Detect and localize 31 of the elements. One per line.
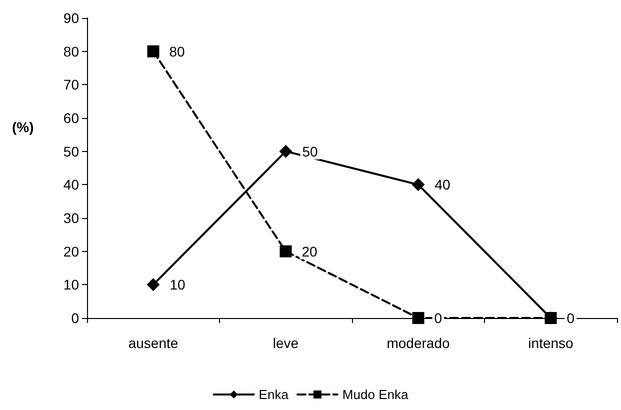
y-tick-label: 60: [63, 110, 80, 126]
legend-label: Mudo Enka: [342, 387, 409, 402]
data-label: 0: [434, 310, 442, 326]
y-tick-label: 20: [63, 243, 80, 260]
y-tick-label: 50: [63, 143, 80, 160]
data-label: 20: [302, 243, 318, 260]
legend-label: Enka: [258, 387, 290, 402]
point: [412, 178, 425, 192]
y-tick-label: 10: [63, 276, 80, 293]
point: [412, 312, 424, 324]
x-tick-label: moderado: [386, 335, 450, 351]
data-label: 0: [566, 310, 575, 326]
y-axis-title: (%): [12, 119, 34, 135]
data-label: 10: [170, 276, 186, 293]
data-label: 50: [302, 143, 318, 160]
point: [147, 45, 160, 58]
x-tick-label: leve: [272, 335, 299, 351]
data-label: 40: [434, 176, 451, 193]
point: [279, 144, 292, 158]
point: [544, 312, 557, 324]
x-tick-label: intenso: [528, 335, 574, 351]
y-tick-label: 70: [63, 76, 80, 93]
point: [146, 278, 160, 292]
y-tick-label: 80: [63, 43, 80, 60]
point: [280, 245, 292, 258]
x-tick-label: ausente: [128, 335, 178, 351]
y-tick-label: 90: [63, 10, 80, 26]
y-tick-label: 30: [63, 210, 80, 226]
y-tick-label: 40: [63, 176, 80, 193]
y-tick-label: 0: [71, 310, 80, 326]
data-label: 80: [169, 43, 186, 60]
